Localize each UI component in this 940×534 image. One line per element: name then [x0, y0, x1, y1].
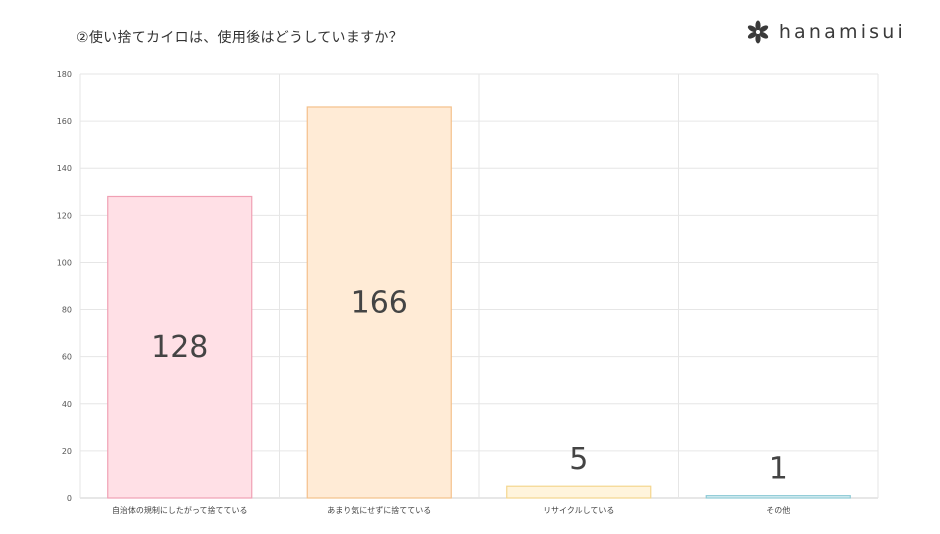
x-tick-label: その他 [766, 505, 790, 515]
chart-labels: 0 20 40 60 80 100 120 140 160 180 128 自治体の規制にしたがって捨… [57, 70, 791, 515]
y-tick-label: 140 [57, 164, 72, 173]
y-tick-label: 20 [62, 447, 72, 456]
bar [705, 495, 851, 499]
y-tick-label: 100 [57, 258, 72, 267]
y-tick-label: 80 [62, 306, 72, 315]
x-tick-label: あまり気にせずに捨てている [327, 505, 431, 515]
x-tick-label: リサイクルしている [543, 506, 614, 515]
x-tick-label: 自治体の規制にしたがって捨てている [112, 505, 248, 515]
y-tick-label: 180 [57, 70, 72, 79]
data-label: 1 [769, 452, 788, 487]
bar [107, 195, 253, 499]
flower-logo-icon [747, 20, 768, 44]
page-title: ②使い捨てカイロは、使用後はどうしていますか？ [76, 30, 404, 46]
data-label: 128 [151, 330, 208, 365]
y-tick-label: 120 [57, 211, 72, 220]
y-tick-label: 60 [62, 353, 72, 362]
brand-name: hanamisui [778, 21, 906, 43]
data-label: 166 [351, 285, 408, 320]
data-label: 5 [569, 442, 588, 477]
y-tick-label: 40 [62, 400, 72, 409]
brand-logo: hanamisui [746, 20, 906, 44]
y-tick-label: 0 [67, 494, 72, 503]
bar [506, 485, 652, 499]
chart-bars [107, 106, 851, 499]
y-tick-label: 160 [57, 117, 72, 126]
bar [306, 106, 452, 499]
